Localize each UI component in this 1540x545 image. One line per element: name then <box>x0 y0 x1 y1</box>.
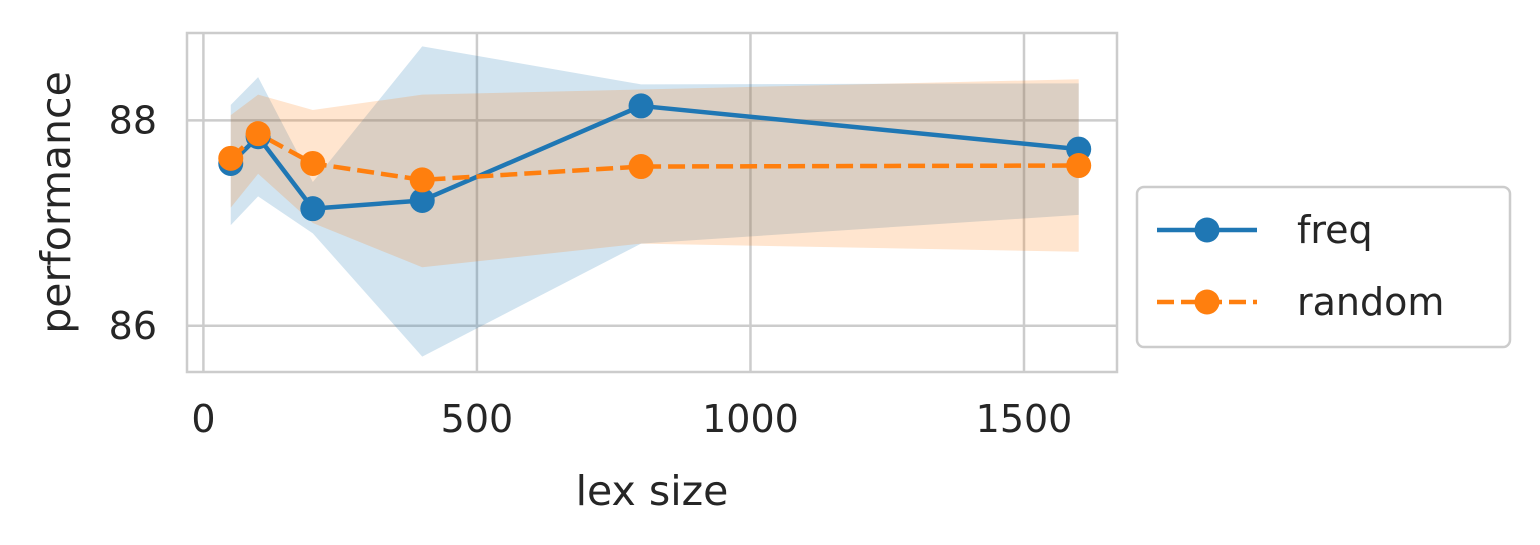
x-axis-label: lex size <box>576 467 729 515</box>
x-tick-label: 0 <box>191 397 215 441</box>
confidence-band-freq <box>230 46 1079 357</box>
data-point-random <box>628 154 654 180</box>
data-point-random <box>245 121 271 147</box>
data-point-random <box>218 145 244 171</box>
legend-marker-random <box>1194 289 1220 315</box>
data-point-random <box>409 167 435 193</box>
y-axis-label: performance <box>32 71 80 334</box>
grid <box>187 33 1117 372</box>
data-point-random <box>300 150 326 176</box>
data-point-freq <box>628 93 654 119</box>
x-tick-label: 1500 <box>976 397 1073 441</box>
data-point-freq <box>300 196 326 222</box>
legend-marker-freq <box>1194 217 1220 243</box>
x-tick-label: 500 <box>441 397 514 441</box>
tick-labels: 0 500 1000 1500 86 88 <box>109 98 1073 441</box>
legend: freq random <box>1135 185 1512 349</box>
legend-label-random: random <box>1297 280 1444 324</box>
confidence-bands <box>230 46 1079 357</box>
data-point-freq <box>409 187 435 213</box>
y-tick-label: 86 <box>109 304 157 348</box>
series-markers <box>218 93 1092 222</box>
y-tick-label: 88 <box>109 98 157 142</box>
legend-box <box>1135 185 1512 349</box>
plot-frame <box>185 31 1119 374</box>
data-point-random <box>1066 153 1092 179</box>
x-tick-label: 1000 <box>702 397 799 441</box>
legend-label-freq: freq <box>1297 208 1373 252</box>
